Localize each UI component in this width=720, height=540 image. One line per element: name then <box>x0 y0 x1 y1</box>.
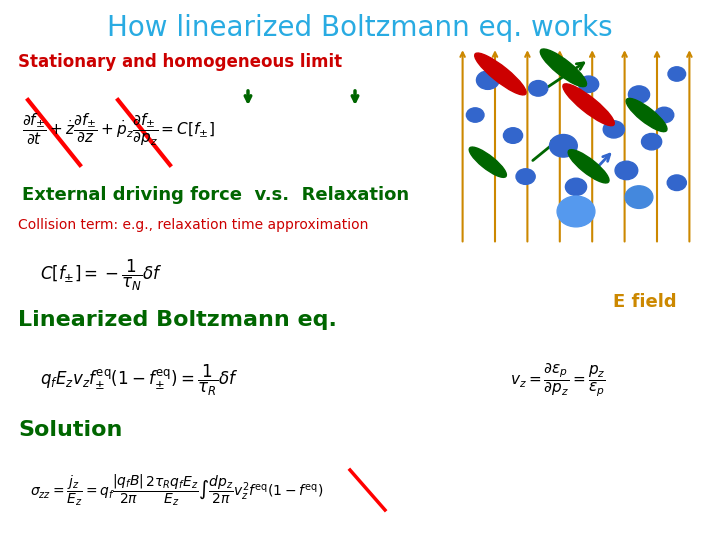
Text: $C[f_{\pm}] = -\dfrac{1}{\tau_N}\delta f$: $C[f_{\pm}] = -\dfrac{1}{\tau_N}\delta f… <box>40 258 163 293</box>
Ellipse shape <box>540 49 587 86</box>
Circle shape <box>615 161 638 180</box>
Text: External driving force  v.s.  Relaxation: External driving force v.s. Relaxation <box>22 186 409 204</box>
Text: Linearized Boltzmann eq.: Linearized Boltzmann eq. <box>18 310 337 330</box>
Ellipse shape <box>563 84 614 126</box>
Circle shape <box>642 133 662 150</box>
Ellipse shape <box>469 147 506 177</box>
Text: Stationary and homogeneous limit: Stationary and homogeneous limit <box>18 53 342 71</box>
Circle shape <box>467 108 484 122</box>
Text: $q_f E_z v_z f_{\pm}^{\rm eq}(1 - f_{\pm}^{\rm eq}) = \dfrac{1}{\tau_R}\delta f$: $q_f E_z v_z f_{\pm}^{\rm eq}(1 - f_{\pm… <box>40 362 238 397</box>
Ellipse shape <box>474 53 526 95</box>
Circle shape <box>516 169 535 184</box>
Circle shape <box>629 86 649 103</box>
Text: $v_z = \dfrac{\partial \epsilon_p}{\partial p_z} = \dfrac{p_z}{\epsilon_p}$: $v_z = \dfrac{\partial \epsilon_p}{\part… <box>510 361 606 399</box>
Circle shape <box>549 134 577 157</box>
Circle shape <box>668 67 685 81</box>
Circle shape <box>565 178 587 195</box>
Text: Collision term: e.g., relaxation time approximation: Collision term: e.g., relaxation time ap… <box>18 218 369 232</box>
Circle shape <box>557 196 595 227</box>
Circle shape <box>667 175 686 191</box>
Text: How linearized Boltzmann eq. works: How linearized Boltzmann eq. works <box>107 14 613 42</box>
Circle shape <box>503 128 523 143</box>
Circle shape <box>603 121 624 138</box>
Circle shape <box>528 80 548 96</box>
Text: $\dfrac{\partial f_{\pm}}{\partial t} + \dot{z}\dfrac{\partial f_{\pm}}{\partial: $\dfrac{\partial f_{\pm}}{\partial t} + … <box>22 112 215 149</box>
Ellipse shape <box>568 150 609 183</box>
Ellipse shape <box>626 98 667 132</box>
Circle shape <box>477 71 499 89</box>
Circle shape <box>625 186 653 208</box>
Circle shape <box>579 76 599 92</box>
Circle shape <box>654 107 674 123</box>
Text: $\sigma_{zz} = \dfrac{j_z}{E_z} = q_f \dfrac{|q_f B|}{2\pi} \dfrac{2\tau_R q_f E: $\sigma_{zz} = \dfrac{j_z}{E_z} = q_f \d… <box>30 472 323 508</box>
Text: E field: E field <box>613 293 677 311</box>
Text: Solution: Solution <box>18 420 122 440</box>
